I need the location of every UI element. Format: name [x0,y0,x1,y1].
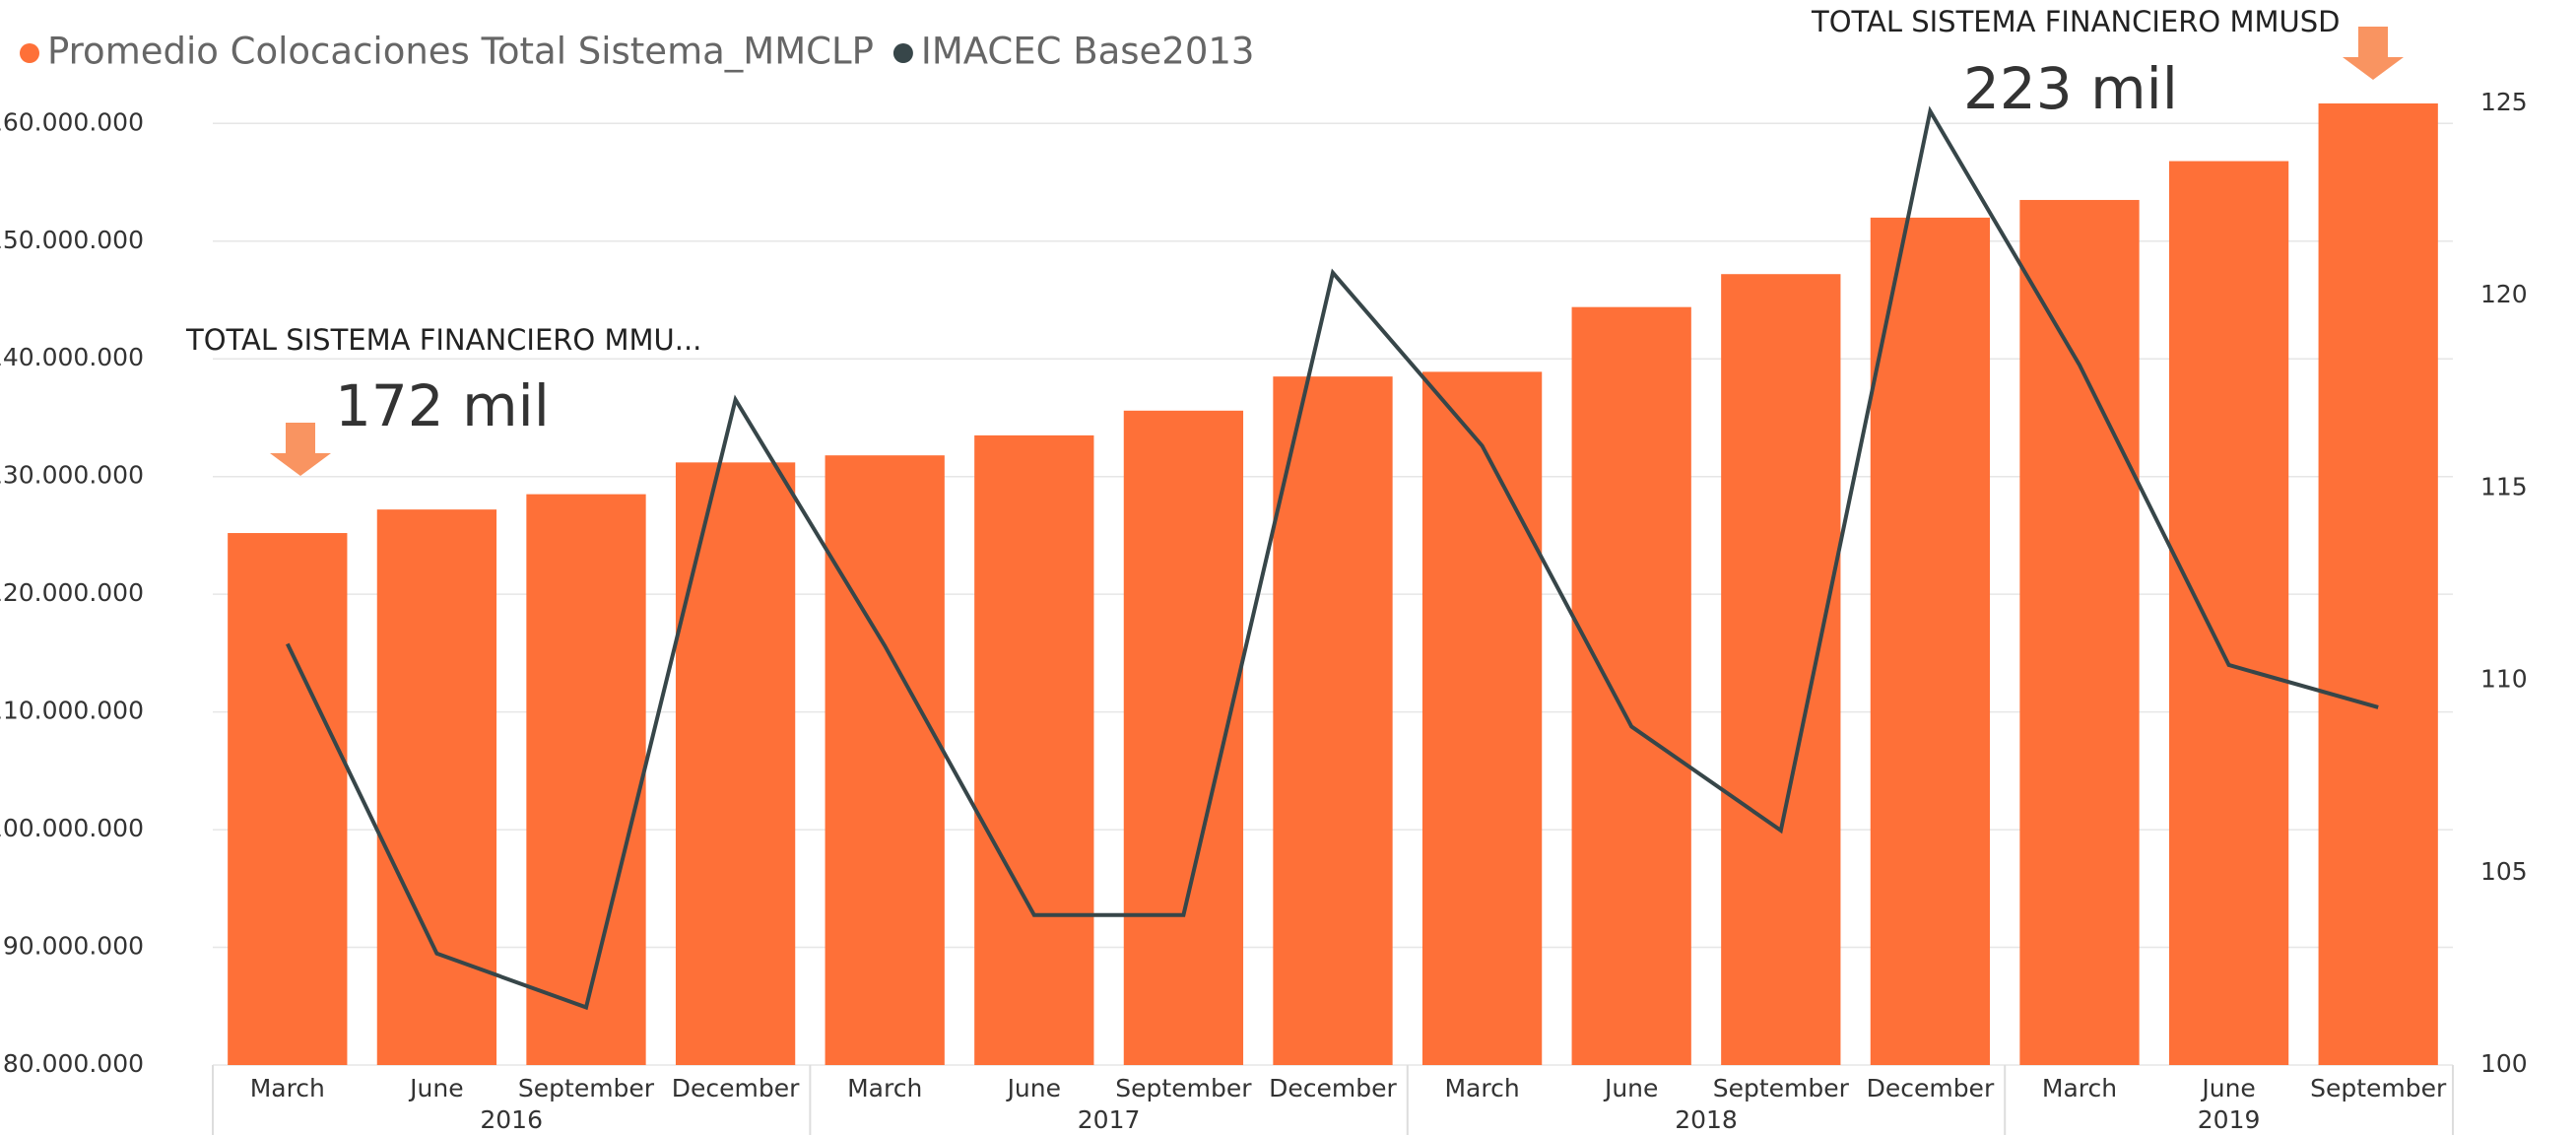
x-tick-label: December [1867,1074,1995,1102]
bar [376,509,497,1065]
bar [1721,274,1841,1065]
x-tick-label: March [847,1074,922,1102]
y2-tick-label: 125 [2480,88,2528,116]
bar [2019,199,2140,1066]
arrow [2343,27,2404,80]
legend-label: Promedio Colocaciones Total Sistema_MMCL… [47,31,874,73]
annotation-title: TOTAL SISTEMA FINANCIERO MMUSD [1811,5,2341,38]
x-group-label: 2016 [480,1105,543,1134]
x-tick-label: March [1444,1074,1519,1102]
legend-marker [892,43,913,63]
y-tick-label: 100.000.000 [0,814,144,842]
annotation-value: 172 mil [335,372,550,439]
x-group-label: 2019 [2198,1105,2261,1134]
y2-tick-label: 110 [2480,665,2528,694]
y-tick-label: 150.000.000 [0,226,144,254]
bar [1273,376,1393,1066]
plot: 80.000.000 90.000.000 100.000.000 110.000.0… [0,31,2528,1135]
legend-label: IMACEC Base2013 [921,31,1255,73]
bar [2318,103,2438,1065]
x-tick-label: June [1006,1074,1061,1102]
x-group-label: 2018 [1675,1105,1738,1134]
x-tick-label: September [2310,1074,2447,1102]
arrow [270,423,331,476]
x-group-label: 2017 [1078,1105,1141,1134]
bar [1870,217,1991,1066]
x-tick-label: June [2200,1074,2255,1102]
y-tick-label: 130.000.000 [0,461,144,490]
annotation-left: TOTAL SISTEMA FINANCIERO MMU... 172 mil [185,323,701,476]
y-tick-label: 90.000.000 [3,932,144,961]
bar [1571,306,1691,1065]
annotation-title: TOTAL SISTEMA FINANCIERO MMU... [185,323,701,357]
y-tick-label: 80.000.000 [3,1049,144,1078]
y-tick-label: 120.000.000 [0,578,144,607]
bar [825,455,945,1066]
x-tick-label: March [250,1074,325,1102]
x-tick-label: December [1269,1074,1397,1102]
x-tick-label: September [518,1074,655,1102]
y-tick-label: 110.000.000 [0,697,144,725]
y2-tick-label: 105 [2480,857,2528,886]
line [285,105,2379,1011]
annotation-value: 223 mil [1963,55,2178,122]
x-tick-label: June [408,1074,463,1102]
legend-marker [20,43,39,63]
x-tick-label: December [672,1074,800,1102]
bar [526,494,646,1065]
bar [2168,161,2289,1065]
y2-tick-label: 115 [2480,472,2528,501]
bar [1421,371,1543,1066]
x-tick-label: March [2042,1074,2117,1102]
x-tick-label: September [1713,1074,1850,1102]
bar [228,533,348,1065]
bar [675,462,796,1065]
bar [974,434,1094,1065]
annotation-right: TOTAL SISTEMA FINANCIERO MMUSD 223 mil [1811,5,2404,122]
x-tick-label: September [1115,1074,1252,1102]
y2-tick-label: 120 [2480,280,2528,308]
y2-tick-label: 100 [2480,1049,2528,1078]
x-tick-label: June [1603,1074,1658,1102]
y-tick-label: 160.000.000 [0,107,144,136]
y-tick-label: 140.000.000 [0,343,144,371]
